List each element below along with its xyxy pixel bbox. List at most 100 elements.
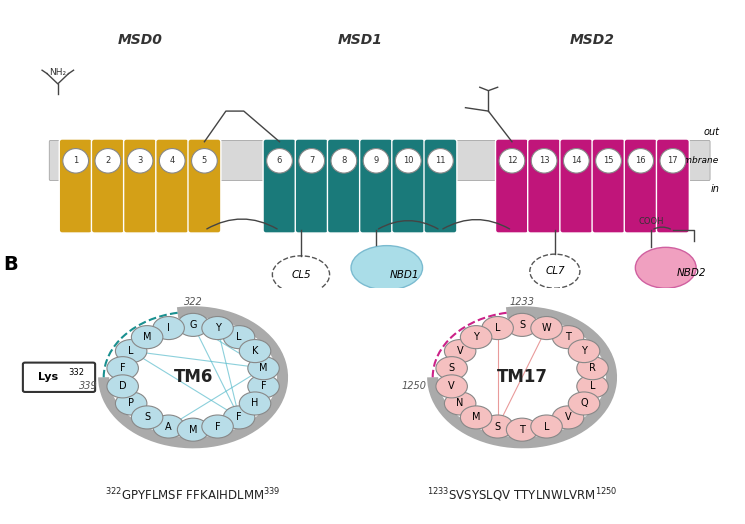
Text: V: V <box>457 346 463 356</box>
Circle shape <box>482 415 513 438</box>
Ellipse shape <box>273 256 329 293</box>
Text: Lys: Lys <box>38 372 58 383</box>
Text: 7: 7 <box>309 156 314 165</box>
Text: I: I <box>167 323 170 333</box>
FancyBboxPatch shape <box>656 139 689 233</box>
Text: COOH: COOH <box>638 216 665 225</box>
Text: 4: 4 <box>170 156 175 165</box>
Circle shape <box>531 149 557 173</box>
Circle shape <box>507 418 538 441</box>
Circle shape <box>428 149 453 173</box>
Text: M: M <box>259 363 267 373</box>
Circle shape <box>63 149 89 173</box>
Text: N: N <box>457 398 464 409</box>
FancyBboxPatch shape <box>495 139 528 233</box>
Text: NBD1: NBD1 <box>390 269 419 280</box>
Text: B: B <box>4 255 19 274</box>
Circle shape <box>460 406 492 429</box>
FancyBboxPatch shape <box>124 139 156 233</box>
Text: 3: 3 <box>137 156 143 165</box>
Text: 16: 16 <box>635 156 646 165</box>
Circle shape <box>445 340 476 363</box>
Text: L: L <box>495 323 501 333</box>
Text: S: S <box>448 363 454 373</box>
Circle shape <box>224 325 255 348</box>
Circle shape <box>577 375 608 398</box>
Text: 1233: 1233 <box>510 297 535 307</box>
Circle shape <box>177 313 209 336</box>
Circle shape <box>568 340 600 363</box>
Ellipse shape <box>635 247 696 288</box>
Circle shape <box>107 357 139 380</box>
Circle shape <box>436 375 467 398</box>
Circle shape <box>552 325 584 348</box>
Text: 11: 11 <box>435 156 446 165</box>
Circle shape <box>499 149 524 173</box>
Circle shape <box>460 325 492 348</box>
Circle shape <box>248 357 279 380</box>
Text: H: H <box>251 398 259 409</box>
Circle shape <box>115 392 147 415</box>
FancyBboxPatch shape <box>424 139 457 233</box>
Circle shape <box>177 418 209 441</box>
Text: 6: 6 <box>277 156 282 165</box>
Circle shape <box>115 340 147 363</box>
Text: NBD2: NBD2 <box>676 268 706 278</box>
Text: F: F <box>236 412 242 422</box>
Circle shape <box>568 392 600 415</box>
FancyBboxPatch shape <box>624 139 657 233</box>
Text: K: K <box>252 346 259 356</box>
Text: S: S <box>144 412 150 422</box>
Circle shape <box>331 149 357 173</box>
Text: MSD1: MSD1 <box>337 32 382 47</box>
Text: M: M <box>143 332 151 342</box>
Text: $^{322}$GPYFLMSF FFKAIHDLMM$^{339}$: $^{322}$GPYFLMSF FFKAIHDLMM$^{339}$ <box>105 487 281 504</box>
Circle shape <box>596 149 621 173</box>
FancyBboxPatch shape <box>188 139 221 233</box>
Text: membrane: membrane <box>670 156 720 165</box>
Text: G: G <box>189 320 197 330</box>
FancyBboxPatch shape <box>527 139 560 233</box>
Circle shape <box>267 149 292 173</box>
Text: 14: 14 <box>571 156 582 165</box>
Circle shape <box>131 406 163 429</box>
Text: 9: 9 <box>373 156 378 165</box>
Text: 5: 5 <box>202 156 207 165</box>
Circle shape <box>396 149 421 173</box>
Circle shape <box>507 313 538 336</box>
Circle shape <box>153 415 184 438</box>
Circle shape <box>159 149 185 173</box>
Circle shape <box>95 149 121 173</box>
Text: 322: 322 <box>184 297 203 307</box>
Text: W: W <box>542 323 551 333</box>
Text: Y: Y <box>473 332 479 342</box>
Text: 2: 2 <box>105 156 110 165</box>
Text: NH₂: NH₂ <box>49 68 66 77</box>
Text: T: T <box>565 332 571 342</box>
Text: 332: 332 <box>68 367 84 377</box>
Text: F: F <box>120 363 125 373</box>
Circle shape <box>299 149 325 173</box>
Text: A: A <box>165 421 172 432</box>
Text: TM17: TM17 <box>497 368 548 386</box>
Circle shape <box>563 149 589 173</box>
Text: 339: 339 <box>79 381 98 391</box>
Circle shape <box>202 415 233 438</box>
Text: M: M <box>472 412 481 422</box>
Text: 12: 12 <box>507 156 517 165</box>
Circle shape <box>239 340 270 363</box>
Text: S: S <box>519 320 525 330</box>
Circle shape <box>628 149 653 173</box>
Text: 17: 17 <box>668 156 678 165</box>
Circle shape <box>248 375 279 398</box>
Circle shape <box>577 357 608 380</box>
Text: M: M <box>188 424 197 435</box>
Text: CL5: CL5 <box>291 269 311 280</box>
FancyBboxPatch shape <box>92 139 124 233</box>
Text: T: T <box>519 424 525 435</box>
Text: Y: Y <box>581 346 587 356</box>
Circle shape <box>660 149 685 173</box>
Text: MSD2: MSD2 <box>570 32 615 47</box>
FancyBboxPatch shape <box>156 139 188 233</box>
Ellipse shape <box>351 246 422 290</box>
